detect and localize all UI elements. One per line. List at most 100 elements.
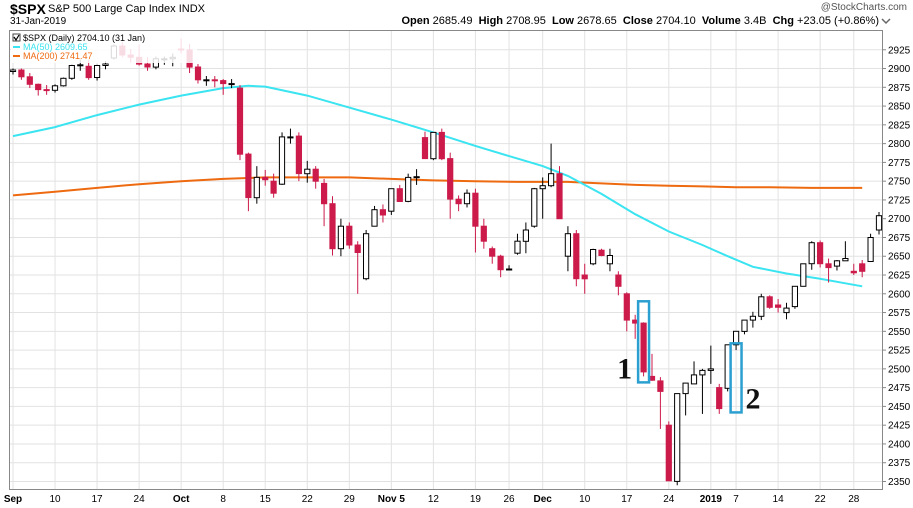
x-tick-label: Oct: [173, 494, 190, 505]
x-tick-label: 28: [848, 494, 860, 505]
y-tick-label: 2600: [888, 289, 911, 300]
candle-up: [783, 302, 790, 320]
candle-up: [590, 248, 597, 266]
candle-up: [606, 248, 613, 272]
candle-up: [690, 361, 698, 385]
candle-body: [77, 64, 84, 67]
legend: $SPX (Daily) 2704.10 (31 Jan) MA(50) 260…: [11, 31, 197, 63]
candle-body: [228, 83, 235, 86]
candle-down: [194, 64, 202, 84]
candle-body: [842, 258, 849, 262]
candle-body: [859, 263, 866, 272]
x-tick-label: Dec: [534, 494, 553, 505]
candle-up: [363, 229, 370, 281]
y-tick-label: 2850: [888, 102, 911, 113]
y-tick-label: 2675: [888, 233, 911, 244]
candle-down: [220, 79, 227, 95]
candle-up: [228, 79, 235, 89]
x-tick-label: 14: [773, 494, 785, 505]
candle-down: [396, 184, 403, 202]
y-tick-label: 2525: [888, 346, 911, 357]
annotation-label: 1: [617, 352, 632, 385]
legend-ma50: MA(50) 2609.65: [23, 42, 88, 52]
candle-up: [833, 260, 841, 271]
candle-body: [245, 153, 252, 199]
candle-body: [363, 233, 370, 280]
x-tick-label: 8: [220, 494, 226, 505]
candle-body: [489, 248, 496, 257]
candle-body: [253, 176, 260, 199]
candle-up: [371, 205, 378, 227]
candle-down: [312, 166, 319, 189]
x-tick-label: 22: [815, 494, 827, 505]
candle-down: [346, 222, 353, 249]
candle-up: [68, 64, 75, 80]
candle-down: [211, 76, 218, 88]
candle-up: [514, 233, 521, 255]
candle-up: [253, 166, 260, 204]
copyright-link[interactable]: @StockCharts.com: [820, 2, 907, 13]
candle-body: [623, 293, 630, 321]
candle-down: [766, 295, 773, 309]
candle-down: [556, 166, 563, 220]
candle-up: [51, 84, 59, 93]
candle-up: [94, 64, 101, 81]
legend-checkbox[interactable]: [12, 33, 21, 42]
candle-body: [598, 249, 605, 256]
x-tick-label: 2019: [700, 494, 723, 505]
highlight-box: [729, 342, 743, 414]
x-tick-label: 29: [344, 494, 356, 505]
x-tick-label: 17: [92, 494, 104, 505]
ma200-path: [12, 176, 863, 197]
candle-body: [43, 89, 50, 92]
x-tick-label: 12: [428, 494, 440, 505]
ma200-line: [12, 176, 863, 197]
y-tick-label: 2550: [888, 327, 911, 338]
ticker-symbol: $SPX: [10, 1, 46, 17]
candle-body: [35, 83, 42, 91]
candle-up: [733, 330, 740, 351]
candle-down: [850, 263, 857, 276]
candle-up: [791, 285, 798, 309]
x-tick-label: 10: [579, 494, 591, 505]
candle-up: [749, 311, 756, 328]
candle-body: [690, 374, 698, 385]
candle-body: [716, 387, 723, 410]
x-tick-label: 7: [733, 494, 739, 505]
candle-down: [43, 85, 50, 95]
y-tick-label: 2475: [888, 383, 911, 394]
candle-body: [329, 203, 336, 250]
candle-up: [699, 368, 706, 414]
candle-body: [640, 322, 647, 373]
candle-body: [674, 393, 681, 482]
legend-background: [11, 31, 197, 63]
candle-up: [707, 345, 714, 384]
index-name: S&P 500 Large Cap Index INDX: [48, 3, 205, 15]
candle-down: [262, 169, 269, 186]
expand-icon[interactable]: [881, 16, 891, 26]
candle-down: [598, 248, 605, 257]
candle-body: [51, 85, 59, 91]
candle-body: [817, 242, 824, 265]
x-tick-label: Sep: [4, 494, 22, 505]
candle-body: [581, 274, 588, 280]
candle-up: [405, 173, 412, 203]
candle-up: [337, 218, 344, 257]
candle-down: [497, 254, 504, 278]
candle-down: [615, 271, 622, 296]
x-tick-label: 26: [503, 494, 515, 505]
y-tick-label: 2575: [888, 308, 911, 319]
candle-down: [859, 260, 866, 278]
candle-up: [674, 393, 681, 486]
candle-up: [430, 131, 437, 161]
candle-body: [867, 237, 874, 262]
candle-body: [102, 63, 109, 66]
candle-up: [278, 132, 286, 185]
candle-body: [615, 274, 622, 287]
candle-down: [421, 131, 429, 160]
candle-up: [463, 189, 471, 208]
candle-body: [321, 182, 328, 205]
candle-up: [875, 211, 883, 235]
candle-body: [94, 65, 101, 78]
x-tick-label: 19: [470, 494, 482, 505]
